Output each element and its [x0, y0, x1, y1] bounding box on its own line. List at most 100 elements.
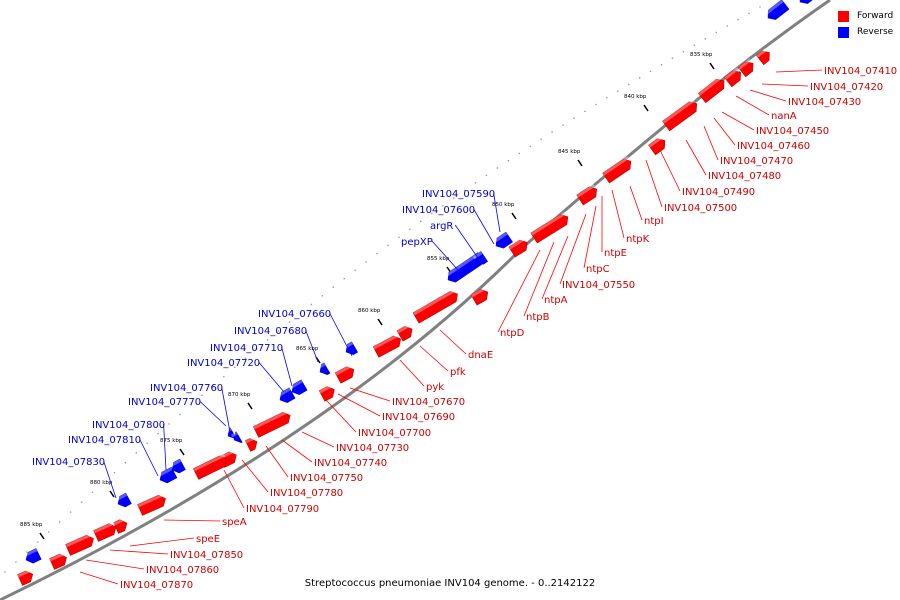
- scale-dot: [551, 131, 553, 133]
- tick-label: 870 kbp: [228, 392, 251, 398]
- gene-highlight: [343, 341, 354, 350]
- gene-highlight: [319, 384, 333, 394]
- gene-arrow: [602, 156, 632, 184]
- scale-dot: [518, 152, 521, 155]
- gene-body: [233, 431, 243, 443]
- tick-mark: [511, 212, 517, 220]
- gene-highlight: [289, 379, 303, 390]
- gene-highlight: [115, 493, 128, 502]
- gene-arrow: [662, 98, 698, 132]
- scale-dot: [157, 432, 159, 435]
- gene-body: [737, 61, 754, 78]
- gene-arrow: [470, 286, 489, 306]
- gene-body: [113, 519, 128, 534]
- scale-dot: [595, 103, 597, 106]
- reverse-leader-line: [258, 361, 285, 393]
- forward-leader-line: [659, 149, 681, 192]
- forward-gene-label: ntpE: [604, 248, 627, 259]
- gene-arrow: [245, 436, 258, 452]
- gene-body: [767, 0, 790, 20]
- scale-dot: [529, 145, 532, 148]
- forward-leader-line: [79, 571, 119, 585]
- forward-leader-line: [163, 519, 221, 522]
- reverse-gene-label: INV104_07760: [150, 383, 223, 394]
- gene-body: [93, 523, 117, 542]
- gene-highlight: [576, 184, 596, 198]
- forward-gene-label: INV104_07740: [314, 458, 387, 469]
- reverse-leader-line: [431, 240, 459, 271]
- tick-label: 875 kbp: [160, 438, 183, 444]
- tick-mark: [247, 402, 253, 410]
- forward-gene-label: INV104_07410: [824, 66, 897, 77]
- gene-highlight: [193, 453, 226, 472]
- gene-arrow: [65, 533, 94, 556]
- gene-highlight: [444, 252, 480, 278]
- scale-dot: [660, 63, 663, 66]
- gene-highlight: [317, 362, 326, 370]
- forward-gene-label: INV104_07480: [708, 171, 781, 182]
- scale-dot: [299, 312, 302, 315]
- gene-body: [65, 534, 94, 556]
- forward-leader-line: [337, 393, 381, 417]
- scale-dot: [376, 252, 378, 255]
- forward-leader-line: [223, 469, 245, 509]
- tick-mark: [39, 532, 45, 540]
- gene-arrow: [93, 521, 117, 542]
- gene-arrow: [412, 288, 458, 324]
- scale-dot: [496, 167, 499, 169]
- gene-highlight: [277, 387, 291, 398]
- forward-leader-line: [721, 111, 755, 131]
- gene-arrow: [289, 379, 308, 395]
- reverse-gene-label: INV104_07590: [422, 189, 495, 200]
- gene-arrow: [169, 458, 186, 474]
- forward-leader-line: [109, 549, 169, 555]
- forward-gene-label: nanA: [771, 111, 797, 122]
- gene-body: [137, 494, 166, 516]
- gene-arrow: [444, 252, 485, 283]
- scale-dot: [606, 96, 608, 99]
- gene-highlight: [113, 517, 126, 526]
- gene-body: [171, 458, 186, 474]
- gene-highlight: [471, 286, 487, 298]
- reverse-gene-label: INV104_07810: [68, 435, 141, 446]
- forward-gene-label: ntpA: [544, 295, 568, 306]
- reverse-gene-label: INV104_07660: [258, 309, 331, 320]
- gene-body: [253, 411, 291, 438]
- gene-body: [530, 214, 569, 244]
- tick-label: 855 kbp: [427, 256, 450, 262]
- forward-gene-label: INV104_07870: [120, 580, 193, 591]
- forward-leader-line: [497, 249, 541, 333]
- scale-dot: [354, 269, 356, 272]
- reverse-leader-line: [163, 423, 167, 471]
- forward-leader-line: [583, 205, 597, 269]
- forward-gene-label: ntpB: [526, 312, 550, 323]
- gene-body: [117, 492, 132, 508]
- reverse-leader-line: [199, 400, 227, 427]
- scale-dot: [168, 423, 170, 425]
- gene-highlight: [648, 135, 664, 148]
- gene-body: [345, 341, 359, 355]
- scale-dot: [452, 197, 455, 199]
- scale-dot: [58, 521, 61, 523]
- gene-arrow: [508, 237, 528, 258]
- tick-label: 850 kbp: [492, 202, 515, 208]
- gene-body: [723, 70, 741, 88]
- reverse-gene-label: INV104_07680: [234, 326, 307, 337]
- gene-arrow: [343, 341, 359, 355]
- legend: Forward Reverse: [838, 8, 893, 40]
- gene-highlight: [23, 548, 38, 558]
- scale-dot: [419, 220, 422, 223]
- scale-dot: [146, 442, 149, 445]
- scale-dot: [80, 501, 83, 503]
- gene-highlight: [397, 323, 411, 334]
- gene-body: [412, 291, 458, 324]
- gene-body: [25, 548, 42, 564]
- gene-arrow: [372, 333, 402, 358]
- tick-label: 845 kbp: [558, 149, 581, 155]
- scale-dot: [463, 189, 466, 192]
- legend-forward: Forward: [838, 8, 893, 24]
- tick-label: 865 kbp: [296, 346, 319, 352]
- gene-highlight: [65, 533, 93, 548]
- forward-leader-line: [85, 559, 145, 570]
